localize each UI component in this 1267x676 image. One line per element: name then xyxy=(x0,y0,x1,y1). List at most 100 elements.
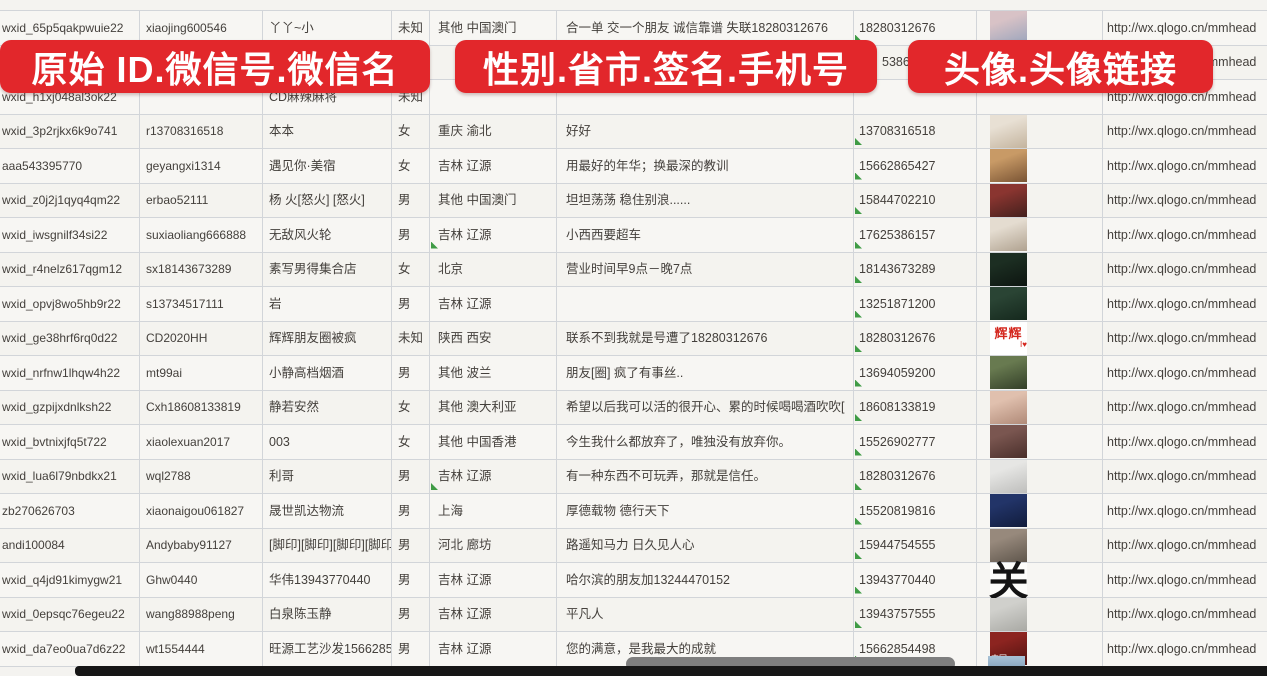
cell-weixin-id[interactable]: sx18143673289 xyxy=(140,252,263,286)
cell-phone[interactable]: 15662865427 xyxy=(854,149,977,183)
cell-wxid[interactable]: wxid_z0j2j1qyq4qm22 xyxy=(0,183,140,217)
cell-signature[interactable] xyxy=(557,80,854,114)
cell-gender[interactable]: 未知 xyxy=(392,80,430,114)
cell-gender[interactable]: 男 xyxy=(392,632,430,666)
cell-gender[interactable]: 女 xyxy=(392,252,430,286)
cell-region[interactable]: 吉林 辽源 xyxy=(430,149,557,183)
cell-signature[interactable]: 小西西要超车 xyxy=(557,218,854,252)
cell-nickname[interactable]: CD麻辣麻将 xyxy=(263,80,392,114)
cell-phone[interactable]: 13943770440 xyxy=(854,563,977,597)
cell-weixin-id[interactable]: CD2020HH xyxy=(140,321,263,355)
cell-wxid[interactable]: wxid_da7eo0ua7d6z22 xyxy=(0,632,140,666)
cell-gender[interactable]: 未知 xyxy=(392,321,430,355)
cell-weixin-id[interactable]: xiaonaigou061827 xyxy=(140,494,263,528)
cell-gender[interactable]: 未知 xyxy=(392,11,430,45)
cell-avatar[interactable] xyxy=(977,528,1103,562)
cell-nickname[interactable]: 杨 火[怒火] [怒火] xyxy=(263,183,392,217)
cell-gender[interactable]: 男 xyxy=(392,287,430,321)
cell-signature[interactable]: 路遥知马力 日久见人心 xyxy=(557,528,854,562)
cell-nickname[interactable]: 利哥 xyxy=(263,459,392,493)
cell-signature[interactable]: 平凡人 xyxy=(557,597,854,631)
cell-weixin-id[interactable]: Ghw0440 xyxy=(140,563,263,597)
cell-weixin-id[interactable]: suxiaoliang666888 xyxy=(140,218,263,252)
cell-wxid[interactable]: wxid_65p5qakpwuie22 xyxy=(0,11,140,45)
cell-phone[interactable]: 15944754555 xyxy=(854,528,977,562)
cell-nickname[interactable]: 丫丫~小 xyxy=(263,11,392,45)
cell-gender[interactable]: 男 xyxy=(392,494,430,528)
cell-region[interactable]: 吉林 辽源 xyxy=(430,597,557,631)
cell-avatar[interactable]: 关 xyxy=(977,562,1103,602)
cell-avatar[interactable] xyxy=(977,287,1103,321)
cell-region[interactable]: 上海 xyxy=(430,494,557,528)
cell-region[interactable]: 吉林 辽源 xyxy=(430,218,557,252)
cell-avatar-link[interactable]: http://wx.qlogo.cn/mmhead xyxy=(1107,607,1257,621)
cell-nickname[interactable]: 旺源工艺沙发15662854 xyxy=(263,632,392,666)
cell-avatar-link[interactable]: http://wx.qlogo.cn/mmhead xyxy=(1107,20,1257,35)
cell-nickname[interactable]: 003 xyxy=(263,425,392,459)
cell-wxid[interactable]: wxid_0epsqc76egeu22 xyxy=(0,597,140,631)
cell-weixin-id[interactable]: geyangxi1314 xyxy=(140,149,263,183)
cell-avatar-link[interactable]: http://wx.qlogo.cn/mmhead xyxy=(1107,434,1257,449)
cell-phone[interactable]: 15662854498 xyxy=(854,632,977,666)
cell-gender[interactable]: 男 xyxy=(392,356,430,390)
cell-region[interactable]: 吉林 辽源 xyxy=(430,632,557,666)
cell-avatar-link[interactable]: http://wx.qlogo.cn/mmhead xyxy=(1107,641,1257,656)
cell-region[interactable]: 北京 xyxy=(430,252,557,286)
cell-avatar-link[interactable]: http://wx.qlogo.cn/mmhead xyxy=(1107,296,1257,311)
cell-wxid[interactable]: wxid_q4jd91kimygw21 xyxy=(0,563,140,597)
cell-signature[interactable] xyxy=(557,287,854,321)
cell-avatar[interactable] xyxy=(977,11,1103,45)
cell-avatar[interactable]: 辉辉 I♥ xyxy=(977,321,1103,355)
cell-region[interactable]: 其他 澳大利亚 xyxy=(430,390,557,424)
cell-wxid[interactable]: wxid_lua6l79nbdkx21 xyxy=(0,459,140,493)
cell-avatar[interactable] xyxy=(977,80,1103,114)
cell-avatar-link[interactable]: http://wx.qlogo.cn/mmhead xyxy=(1107,193,1257,207)
cell-avatar-link[interactable]: http://wx.qlogo.cn/mmhead xyxy=(1107,572,1257,587)
cell-wxid[interactable]: andi100084 xyxy=(0,528,140,562)
cell-phone[interactable]: 18280312676 xyxy=(854,321,977,355)
cell-avatar-link[interactable]: http://wx.qlogo.cn/mmhead xyxy=(1107,538,1257,552)
cell-weixin-id[interactable]: erbao52111 xyxy=(140,183,263,217)
cell-weixin-id[interactable]: mt99ai xyxy=(140,356,263,390)
cell-weixin-id[interactable]: Cxh18608133819 xyxy=(140,390,263,424)
cell-avatar-link[interactable]: http://wx.qlogo.cn/mmhead xyxy=(1107,400,1257,414)
cell-avatar-link[interactable]: http://wx.qlogo.cn/mmhead xyxy=(1107,469,1257,483)
cell-gender[interactable]: 男 xyxy=(392,183,430,217)
cell-phone[interactable]: 13694059200 xyxy=(854,356,977,390)
cell-wxid[interactable]: wxid_opvj8wo5hb9r22 xyxy=(0,287,140,321)
cell-signature[interactable]: 好好 xyxy=(557,114,854,148)
cell-avatar[interactable] xyxy=(977,149,1103,183)
cell-region[interactable]: 吉林 辽源 xyxy=(430,287,557,321)
cell-phone[interactable]: 13943757555 xyxy=(854,597,977,631)
cell-region[interactable]: 其他 中国澳门 xyxy=(430,11,557,45)
cell-region[interactable]: 其他 波兰 xyxy=(430,356,557,390)
cell-region[interactable]: 陕西 西安 xyxy=(430,321,557,355)
cell-avatar-link[interactable]: http://wx.qlogo.cn/mmhead xyxy=(1107,365,1257,380)
cell-avatar-link[interactable]: http://wx.qlogo.cn/mmhead xyxy=(1107,227,1257,242)
cell-nickname[interactable]: 本本 xyxy=(263,114,392,148)
cell-wxid[interactable]: wxid_h1xj048al3ok22 xyxy=(0,80,140,114)
cell-nickname[interactable]: [脚印][脚印][脚印][脚印] xyxy=(263,528,392,562)
cell-avatar-link[interactable]: http://wx.qlogo.cn/mmhead xyxy=(1107,89,1257,104)
cell-nickname[interactable]: 华伟13943770440 xyxy=(263,563,392,597)
cell-weixin-id[interactable]: wt1554444 xyxy=(140,632,263,666)
cell-signature[interactable]: 坦坦荡荡 稳住别浪...... xyxy=(557,183,854,217)
cell-phone[interactable]: 18608133819 xyxy=(854,390,977,424)
cell-gender[interactable]: 男 xyxy=(392,528,430,562)
cell-signature[interactable]: 厚德载物 德行天下 xyxy=(557,494,854,528)
cell-avatar[interactable] xyxy=(977,252,1103,286)
cell-signature[interactable]: 联系不到我就是号遭了18280312676 xyxy=(557,321,854,355)
cell-wxid[interactable]: wxid_gzpijxdnlksh22 xyxy=(0,390,140,424)
cell-nickname[interactable]: 晟世凯达物流 xyxy=(263,494,392,528)
cell-signature[interactable]: 朋友[圈] 疯了有事丝.. xyxy=(557,356,854,390)
cell-region[interactable]: 吉林 辽源 xyxy=(430,459,557,493)
cell-avatar[interactable] xyxy=(977,356,1103,390)
cell-nickname[interactable]: 岩 xyxy=(263,287,392,321)
cell-gender[interactable]: 女 xyxy=(392,390,430,424)
cell-weixin-id[interactable]: r13708316518 xyxy=(140,114,263,148)
cell-region[interactable]: 河北 廊坊 xyxy=(430,528,557,562)
cell-wxid[interactable]: zb270626703 xyxy=(0,494,140,528)
cell-gender[interactable]: 男 xyxy=(392,459,430,493)
cell-avatar[interactable] xyxy=(977,183,1103,217)
cell-nickname[interactable]: 遇见你·美宿 xyxy=(263,149,392,183)
